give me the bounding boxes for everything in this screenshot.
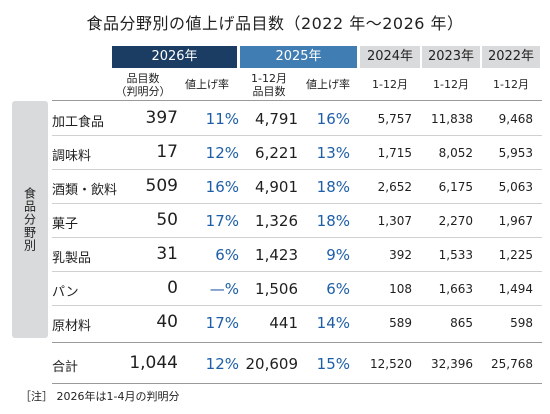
header-2026: 2026年	[112, 46, 237, 68]
footnote: ［注］ 2026年は1-4月の判明分	[20, 390, 180, 403]
row-label: 調味料	[52, 149, 92, 164]
cell-2023: 8,052	[438, 146, 473, 160]
subheader-period-2023: 1-12月	[433, 78, 469, 91]
total-cell-rate-2026: 12%	[205, 355, 239, 373]
subheader-period-2024: 1-12月	[372, 78, 408, 91]
table-top-rule	[52, 100, 542, 101]
total-cell-rate-2025: 15%	[316, 355, 350, 373]
subheader-rate-2025: 値上げ率	[306, 78, 350, 91]
row-label: パン	[52, 285, 79, 300]
cell-2022: 9,468	[498, 112, 533, 126]
total-rule	[52, 342, 542, 343]
header-2023: 2023年	[422, 46, 480, 68]
cell-rate-2025: 18%	[316, 178, 350, 196]
cell-rate-2026: 16%	[205, 178, 239, 196]
cell-count-2026: 50	[156, 210, 178, 230]
row-divider	[52, 271, 542, 272]
total-cell-2022: 25,768	[491, 357, 533, 371]
cell-count-2025: 6,221	[255, 144, 298, 162]
table-title: 食品分野別の値上げ品目数（2022 年～2026 年）	[86, 14, 464, 33]
row-divider	[52, 305, 542, 306]
table-bottom-rule	[52, 383, 542, 384]
cell-rate-2025: 13%	[316, 144, 350, 162]
cell-rate-2025: 9%	[326, 246, 350, 264]
cell-2023: 6,175	[438, 180, 473, 194]
cell-count-2025: 4,791	[255, 110, 298, 128]
cell-2022: 598	[510, 316, 533, 330]
cell-count-2025: 1,326	[255, 212, 298, 230]
cell-count-2026: 397	[145, 108, 178, 128]
cell-count-2026: 31	[156, 244, 178, 264]
cell-2023: 2,270	[438, 214, 473, 228]
cell-2023: 1,663	[438, 282, 473, 296]
cell-count-2026: 509	[145, 176, 178, 196]
subheader-count-2026: 品目数 （判明分）	[115, 72, 171, 98]
total-label: 合計	[52, 360, 79, 375]
total-cell-2024: 12,520	[370, 357, 412, 371]
subheader-rate-2026: 値上げ率	[185, 78, 229, 91]
cell-2023: 1,533	[438, 248, 473, 262]
cell-2022: 5,063	[498, 180, 533, 194]
total-cell-count-2025: 20,609	[245, 355, 299, 373]
row-divider	[52, 203, 542, 204]
category-sidebar: 食品分野別	[12, 101, 48, 338]
cell-2024: 108	[389, 282, 412, 296]
header-2024: 2024年	[360, 46, 420, 68]
cell-2024: 1,715	[377, 146, 412, 160]
cell-rate-2026: 17%	[205, 314, 239, 332]
total-cell-2023: 32,396	[431, 357, 473, 371]
cell-2022: 1,494	[498, 282, 533, 296]
row-divider	[52, 135, 542, 136]
cell-count-2025: 1,423	[255, 246, 298, 264]
row-divider	[52, 169, 542, 170]
row-label: 菓子	[52, 217, 79, 232]
cell-2024: 2,652	[377, 180, 412, 194]
cell-2023: 11,838	[431, 112, 473, 126]
cell-rate-2026: 17%	[205, 212, 239, 230]
header-2025: 2025年	[240, 46, 357, 68]
cell-2022: 5,953	[498, 146, 533, 160]
cell-2024: 392	[389, 248, 412, 262]
row-divider	[52, 237, 542, 238]
row-label: 酒類・飲料	[52, 183, 118, 198]
cell-2024: 5,757	[377, 112, 412, 126]
cell-count-2026: 0	[167, 278, 178, 298]
category-sidebar-label: 食品分野別	[22, 187, 37, 252]
cell-count-2025: 4,901	[255, 178, 298, 196]
cell-2024: 1,307	[377, 214, 412, 228]
cell-rate-2025: 6%	[326, 280, 350, 298]
header-2022: 2022年	[482, 46, 540, 68]
cell-rate-2026: 12%	[205, 144, 239, 162]
row-label: 乳製品	[52, 251, 92, 266]
subheader-count-2025: 1-12月 品目数	[251, 72, 287, 98]
cell-count-2026: 17	[156, 142, 178, 162]
cell-rate-2025: 18%	[316, 212, 350, 230]
cell-rate-2026: 6%	[215, 246, 239, 264]
cell-rate-2025: 16%	[316, 110, 350, 128]
row-label: 原材料	[52, 319, 92, 334]
cell-rate-2026: 11%	[205, 110, 239, 128]
cell-2022: 1,225	[498, 248, 533, 262]
total-cell-count-2026: 1,044	[129, 353, 178, 373]
cell-rate-2025: 14%	[316, 314, 350, 332]
cell-count-2025: 1,506	[255, 280, 298, 298]
cell-2023: 865	[450, 316, 473, 330]
cell-2024: 589	[389, 316, 412, 330]
cell-count-2026: 40	[156, 312, 178, 332]
cell-count-2025: 441	[269, 314, 298, 332]
cell-2022: 1,967	[498, 214, 533, 228]
cell-rate-2026: —%	[209, 280, 239, 298]
subheader-period-2022: 1-12月	[493, 78, 529, 91]
row-label: 加工食品	[52, 115, 105, 130]
